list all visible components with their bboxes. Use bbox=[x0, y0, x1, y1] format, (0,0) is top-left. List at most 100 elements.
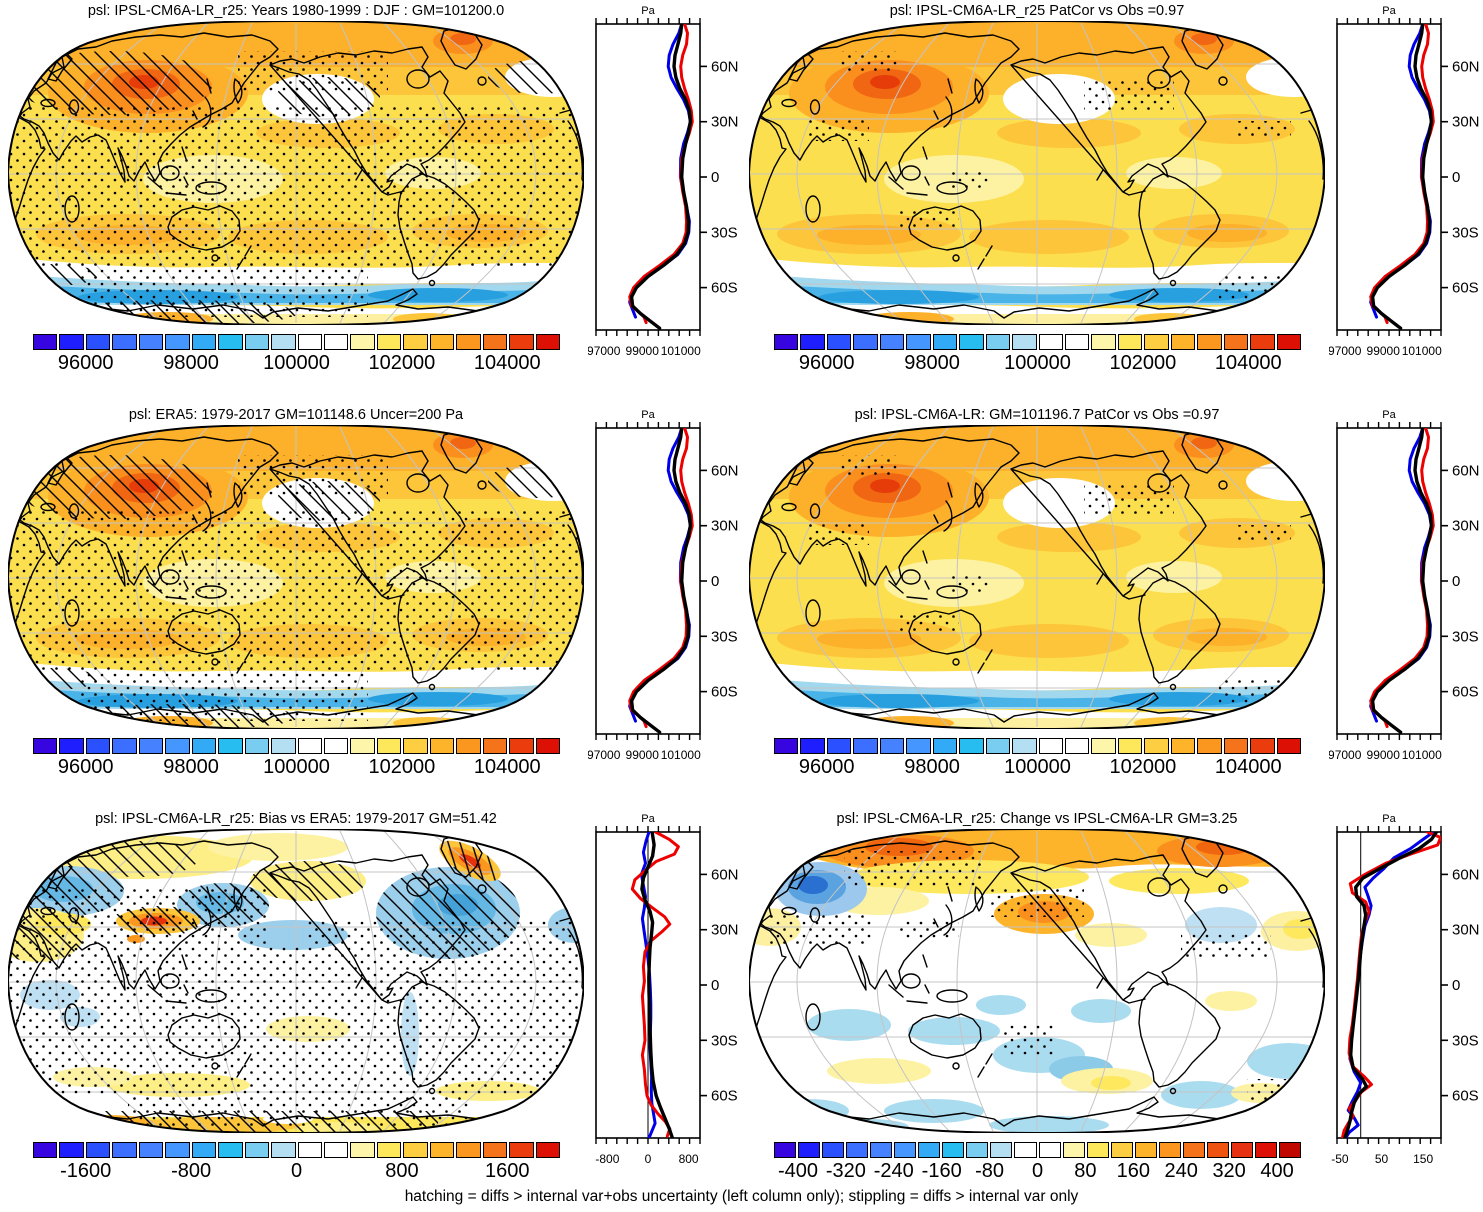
colorbar-segment bbox=[959, 334, 984, 350]
panel-title: psl: IPSL-CM6A-LR_r25: Years 1980-1999 :… bbox=[87, 3, 505, 19]
colorbar-segment bbox=[138, 738, 164, 754]
colorbar-segment bbox=[1014, 1142, 1037, 1158]
colorbar-segment bbox=[85, 334, 111, 350]
colorbar-segment bbox=[271, 1142, 296, 1158]
colorbar-segment bbox=[112, 1142, 137, 1158]
colorbar-segment bbox=[218, 334, 243, 350]
latitude-tick-label: 30N bbox=[1452, 518, 1480, 535]
colorbar-segment bbox=[932, 738, 958, 754]
colorbar-segment bbox=[271, 738, 296, 754]
colorbar-segment bbox=[1117, 334, 1143, 350]
colorbar-labels: -1600 -800 0 800 1600 bbox=[33, 1160, 560, 1186]
colorbar bbox=[33, 334, 561, 350]
zonal-plot-frame bbox=[595, 427, 701, 735]
latitude-tick-label: 60N bbox=[711, 58, 739, 75]
colorbar-segment bbox=[456, 738, 481, 754]
colorbar-segment bbox=[879, 738, 905, 754]
colorbar-segment bbox=[1182, 1142, 1205, 1158]
colorbar-tick-label: 100000 bbox=[1004, 352, 1071, 374]
colorbar-segment bbox=[1086, 1142, 1109, 1158]
colorbar-segment bbox=[482, 1142, 508, 1158]
colorbar-segment bbox=[429, 334, 455, 350]
colorbar-tick-label: 240 bbox=[1164, 1160, 1198, 1182]
colorbar-segment bbox=[1064, 334, 1090, 350]
colorbar-tick-label: 100000 bbox=[263, 756, 330, 778]
zonal-mean-plot: Pa 60N 30N 0 30S 60S 97000 99000 101000 bbox=[588, 409, 739, 762]
colorbar-segment bbox=[800, 738, 825, 754]
colorbar-segment bbox=[1276, 334, 1302, 350]
colorbar-tick-label: 1600 bbox=[485, 1160, 530, 1182]
colorbar-segment bbox=[1250, 334, 1275, 350]
panel-title: psl: ERA5: 1979-2017 GM=101148.6 Uncer=2… bbox=[128, 407, 464, 423]
colorbar-segment bbox=[59, 738, 84, 754]
colorbar-segment bbox=[85, 1142, 111, 1158]
colorbar-tick-label: -320 bbox=[825, 1160, 866, 1182]
colorbar-segment bbox=[1134, 1142, 1157, 1158]
colorbar-tick-label: 100000 bbox=[263, 352, 330, 374]
colorbar-segment bbox=[1062, 1142, 1085, 1158]
colorbar-segment bbox=[376, 334, 402, 350]
latitude-tick-label: 60N bbox=[1452, 462, 1480, 479]
colorbar-segment bbox=[403, 334, 428, 350]
zonal-x-tick-label: 101000 bbox=[661, 748, 701, 762]
zonal-curve-black bbox=[1343, 832, 1439, 1138]
zonal-x-tick-label: -50 bbox=[1331, 1152, 1349, 1166]
panel-title: psl: IPSL-CM6A-LR_r25: Change vs IPSL-CM… bbox=[836, 811, 1238, 827]
colorbar-labels: 96000 98000 100000 102000 104000 bbox=[33, 352, 560, 378]
colorbar-segment bbox=[932, 334, 958, 350]
zonal-x-tick-label: 99000 bbox=[1367, 748, 1401, 762]
panel-model-patcor-r25: psl: IPSL-CM6A-LR_r25 PatCor vs Obs =0.9… bbox=[741, 0, 1483, 404]
latitude-tick-label: 60N bbox=[711, 462, 739, 479]
colorbar-segment bbox=[403, 1142, 428, 1158]
colorbar-segment bbox=[456, 1142, 481, 1158]
colorbar-tick-label: 96000 bbox=[798, 756, 855, 778]
latitude-tick-label: 30N bbox=[711, 114, 739, 131]
colorbar-segment bbox=[244, 738, 270, 754]
colorbar-segment bbox=[59, 1142, 84, 1158]
colorbar-segment bbox=[800, 334, 825, 350]
zonal-x-tick-label: 50 bbox=[1375, 1152, 1389, 1166]
unit-label: Pa bbox=[1382, 5, 1396, 17]
colorbar-segment bbox=[985, 334, 1011, 350]
latitude-tick-label: 60S bbox=[711, 1088, 738, 1105]
zonal-curve-black bbox=[640, 832, 675, 1138]
zonal-x-tick-label: 97000 bbox=[1329, 748, 1362, 762]
colorbar-labels: -400 -320 -240 -160 -80 0 80 160 240 320 400 bbox=[774, 1160, 1301, 1186]
colorbar-segment bbox=[376, 738, 402, 754]
zonal-x-tick-label: 101000 bbox=[1402, 748, 1442, 762]
colorbar-tick-label: 98000 bbox=[904, 756, 960, 778]
colorbar-segment bbox=[33, 1142, 58, 1158]
colorbar-segment bbox=[85, 738, 111, 754]
colorbar-labels: 96000 98000 100000 102000 104000 bbox=[33, 756, 560, 782]
unit-label: Pa bbox=[641, 409, 655, 421]
colorbar-segment bbox=[1144, 738, 1169, 754]
colorbar-segment bbox=[112, 334, 137, 350]
colorbar-segment bbox=[350, 334, 375, 350]
colorbar-segment bbox=[429, 1142, 455, 1158]
colorbar-segment bbox=[297, 738, 322, 754]
panel-title: psl: IPSL-CM6A-LR_r25 PatCor vs Obs =0.9… bbox=[889, 3, 1185, 19]
colorbar-segment bbox=[138, 1142, 164, 1158]
colorbar-tick-label: -80 bbox=[975, 1160, 1005, 1182]
colorbar-segment bbox=[1091, 334, 1116, 350]
zonal-x-tick-label: -800 bbox=[595, 1152, 619, 1166]
zonal-x-tick-label: 97000 bbox=[1329, 344, 1362, 358]
zonal-plot-frame bbox=[1336, 427, 1442, 735]
colorbar-tick-label: -1600 bbox=[60, 1160, 112, 1182]
colorbar-segment bbox=[376, 1142, 402, 1158]
colorbar-segment bbox=[297, 334, 322, 350]
latitude-tick-label: 60N bbox=[1452, 58, 1480, 75]
latitude-tick-label: 30S bbox=[1452, 628, 1479, 645]
colorbar bbox=[774, 738, 1302, 754]
latitude-tick-label: 0 bbox=[1452, 573, 1460, 590]
latitude-tick-label: 60S bbox=[711, 684, 738, 701]
colorbar-segment bbox=[853, 738, 878, 754]
colorbar-tick-label: -160 bbox=[921, 1160, 962, 1182]
colorbar-segment bbox=[165, 738, 190, 754]
colorbar bbox=[774, 334, 1302, 350]
colorbar-segment bbox=[966, 1142, 989, 1158]
colorbar-segment bbox=[509, 334, 534, 350]
zonal-x-tick-label: 150 bbox=[1413, 1152, 1433, 1166]
map-bias-vs-era5 bbox=[8, 829, 584, 1133]
